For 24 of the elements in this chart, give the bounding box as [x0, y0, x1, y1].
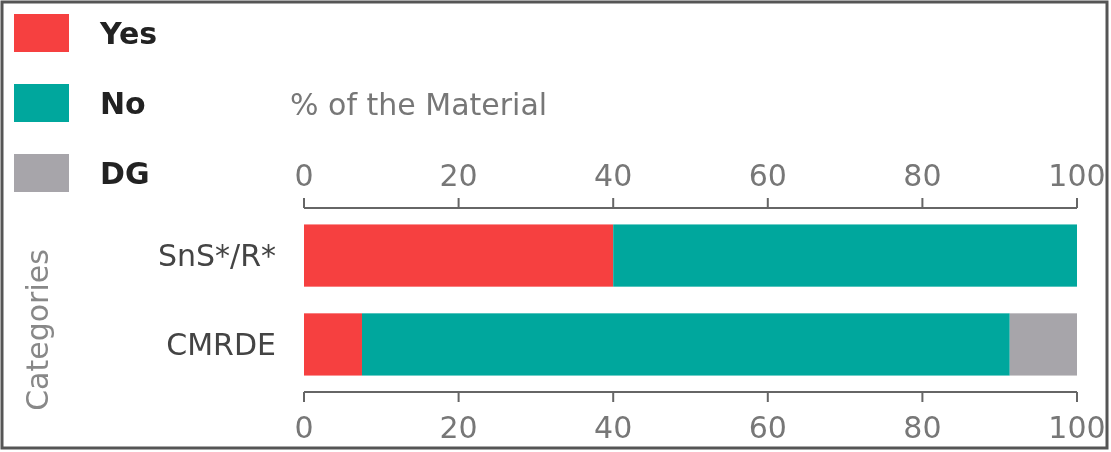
x-tick-label: 0 [294, 158, 314, 193]
x2-tick-label: 80 [903, 410, 942, 445]
bar [304, 313, 362, 376]
x-tick-label: 80 [903, 158, 942, 193]
y-tick-label: SnS*/R* [157, 238, 276, 274]
bar [613, 224, 1077, 287]
legend-label: DG [100, 155, 150, 191]
bar [1009, 313, 1077, 376]
x-tick-label: 20 [439, 158, 478, 193]
bar [304, 224, 614, 287]
x-tick-label: 100 [1048, 158, 1106, 193]
x-tick-label: 40 [594, 158, 633, 193]
bar [361, 313, 1010, 376]
legend-label: Yes [99, 15, 158, 51]
x2-tick-label: 60 [748, 410, 787, 445]
y-axis-title: Categories [20, 249, 55, 411]
x2-axis-title: % of the Material [290, 87, 548, 122]
x2-tick-label: 40 [594, 410, 633, 445]
x2-tick-label: 100 [1048, 410, 1106, 445]
legend-label: No [100, 85, 146, 121]
x2-tick-label: 20 [439, 410, 478, 445]
x-tick-label: 60 [748, 158, 787, 193]
y-tick-label: CMRDE [166, 326, 276, 362]
x2-tick-label: 0 [294, 410, 314, 445]
